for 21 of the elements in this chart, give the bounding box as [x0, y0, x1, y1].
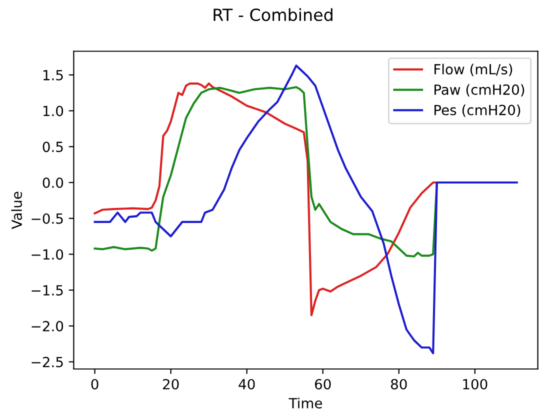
- chart-title: RT - Combined: [214, 8, 332, 22]
- x-tick-label: 20: [163, 378, 179, 390]
- y-tick-label: 0.0: [42, 177, 64, 188]
- x-axis-title: Time: [288, 398, 322, 408]
- y-tick-label: −2.5: [32, 356, 63, 368]
- legend-label: Flow (mL/s): [434, 64, 512, 76]
- y-tick-label: −1.0: [32, 249, 64, 260]
- y-tick-label: 0.5: [42, 142, 63, 152]
- x-tick-label: 0: [91, 378, 98, 390]
- y-tick-label: 1.5: [43, 70, 63, 80]
- x-tick-label: 80: [390, 378, 407, 390]
- legend-label: Pes (cmH20): [434, 104, 520, 117]
- x-tick-label: 100: [463, 378, 488, 390]
- y-tick-label: −2.0: [32, 320, 64, 332]
- y-tick-label: 1.0: [43, 106, 64, 116]
- legend-label: Paw (cmH20): [434, 84, 524, 97]
- y-tick-label: −1.5: [32, 285, 63, 296]
- x-tick-label: 40: [238, 378, 255, 390]
- y-axis-title: Value: [11, 192, 22, 230]
- x-tick-label: 60: [315, 378, 331, 390]
- y-tick-label: −0.5: [32, 213, 63, 224]
